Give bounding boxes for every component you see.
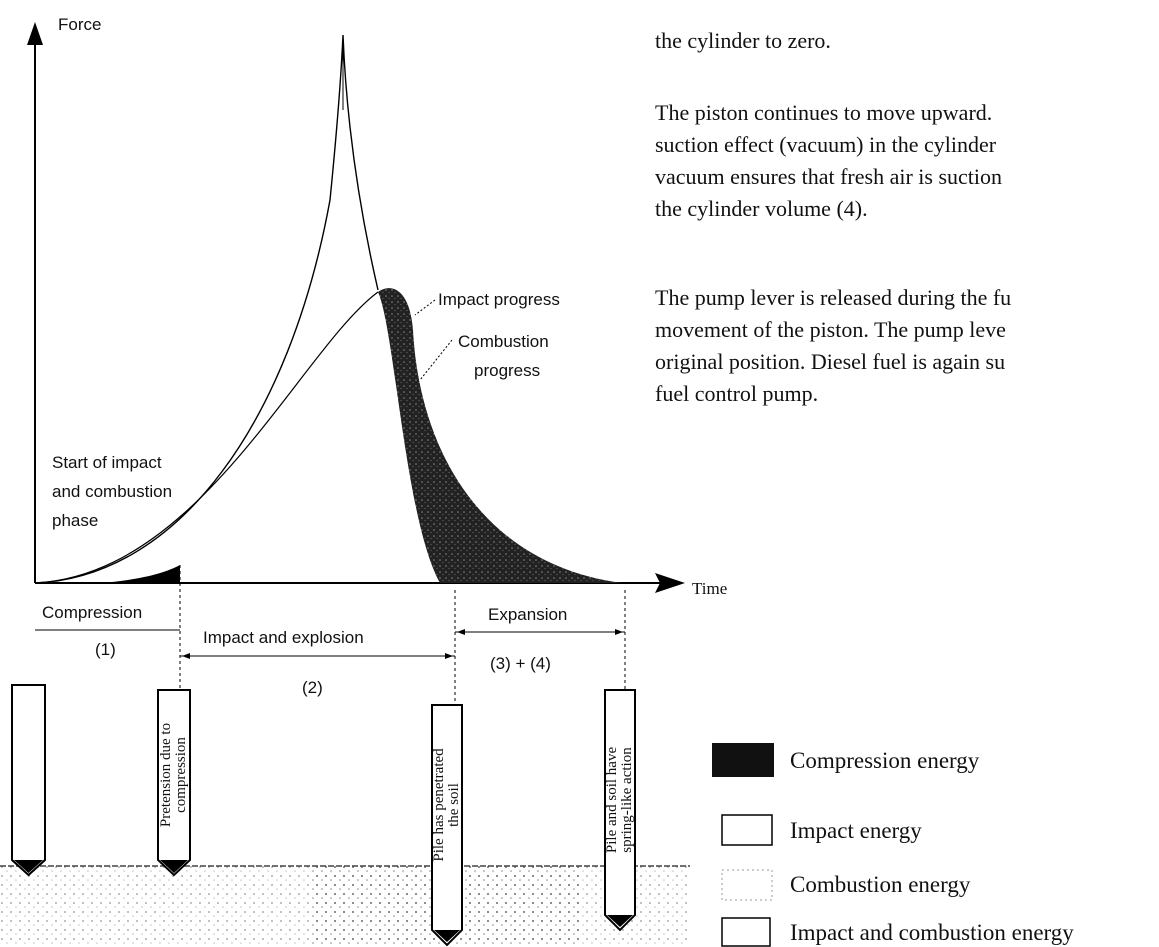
- phase-name: Impact and explosion: [203, 628, 364, 647]
- pile-label: Pretension due to: [158, 723, 174, 827]
- group: Pretension due to compression: [158, 723, 189, 827]
- shape: [27, 22, 43, 45]
- shape: [722, 870, 772, 900]
- paragraph-line: original position. Diesel fuel is again …: [655, 349, 1005, 374]
- diagram: Force Time Impact progress Combustion pr…: [0, 0, 1159, 947]
- legend-label: Compression energy: [790, 748, 980, 773]
- annotation: Impact progress: [438, 290, 560, 309]
- paragraph-line: the cylinder to zero.: [655, 28, 831, 53]
- shape: [415, 300, 435, 315]
- group: Pile and soil have spring-like action: [604, 747, 635, 854]
- x-axis-label: Time: [692, 579, 727, 598]
- pile-label: the soil: [446, 783, 462, 827]
- pile-label: compression: [173, 737, 189, 813]
- paragraph-line: vacuum ensures that fresh air is suction: [655, 164, 1002, 189]
- paragraph-line: fuel control pump.: [655, 381, 818, 406]
- phase-name: Compression: [42, 603, 142, 622]
- legend-label: Impact energy: [790, 818, 922, 843]
- shape: [35, 292, 378, 583]
- paragraph-line: The piston continues to move upward.: [655, 100, 992, 125]
- phase-number: (1): [95, 640, 116, 659]
- shape: [722, 918, 770, 946]
- annotation: Start of impact: [52, 453, 162, 472]
- phase-name: Expansion: [488, 605, 567, 624]
- paragraph-line: suction effect (vacuum) in the cylinder: [655, 132, 997, 157]
- annotation: phase: [52, 511, 98, 530]
- paragraph-line: The pump lever is released during the fu: [655, 285, 1011, 310]
- annotation: and combustion: [52, 482, 172, 501]
- y-axis-label: Force: [58, 15, 101, 34]
- shape: [420, 340, 452, 380]
- shape: [12, 685, 45, 875]
- pile-label: spring-like action: [619, 747, 635, 853]
- annotation: progress: [474, 361, 540, 380]
- shape: [722, 815, 772, 845]
- paragraph-line: the cylinder volume (4).: [655, 196, 868, 221]
- legend-label: Impact and combustion energy: [790, 920, 1074, 945]
- pile-label: Pile and soil have: [604, 747, 620, 854]
- annotation: Combustion: [458, 332, 549, 351]
- phase-number: (3) + (4): [490, 654, 551, 673]
- phase-number: (2): [302, 678, 323, 697]
- pile-label: Pile has penetrated: [431, 748, 447, 862]
- shape: [712, 743, 774, 777]
- legend-label: Combustion energy: [790, 872, 971, 897]
- shape: [100, 565, 180, 583]
- paragraph-line: movement of the piston. The pump leve: [655, 317, 1006, 342]
